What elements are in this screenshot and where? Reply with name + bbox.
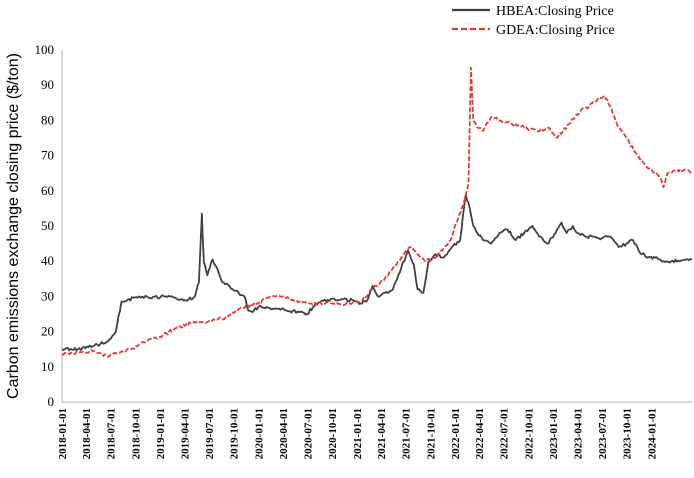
x-tick-label: 2019-07-01 [204,408,216,459]
legend-label-hbea: HBEA:Closing Price [496,4,614,19]
series-layer [61,66,693,358]
y-tick-labels: 0 10 20 30 40 50 60 70 80 90 100 [35,42,55,409]
y-tick-label: 20 [41,324,54,339]
series-line-gdea [61,66,693,358]
y-tick-label: 80 [41,112,54,127]
y-tick-label: 70 [41,148,54,163]
x-tick-label: 2024-01-01 [646,408,658,459]
x-tick-label: 2018-10-01 [130,408,142,459]
x-tick-label: 2018-01-01 [57,408,69,459]
series-line-hbea [61,193,693,352]
x-tick-label: 2019-04-01 [179,408,191,459]
axes [61,50,692,403]
x-tick-label: 2022-10-01 [523,408,535,459]
y-tick-label: 60 [41,183,54,198]
x-tick-label: 2020-07-01 [302,408,314,459]
y-axis-label: Carbon emissions exchange closing price … [5,53,22,399]
x-tick-label: 2023-04-01 [572,408,584,459]
y-tick-label: 10 [41,359,54,374]
y-tick-label: 40 [41,253,54,268]
x-tick-label: 2022-01-01 [450,408,462,459]
y-tick-label: 30 [41,288,54,303]
x-tick-label: 2023-10-01 [622,408,634,459]
x-tick-label: 2021-10-01 [425,408,437,459]
x-tick-label: 2023-07-01 [597,408,609,459]
legend: HBEA:Closing Price GDEA:Closing Price [452,4,615,38]
x-tick-label: 2021-07-01 [401,408,413,459]
y-tick-label: 90 [41,77,54,92]
y-tick-label: 100 [35,42,55,57]
x-tick-label: 2019-10-01 [229,408,241,459]
x-tick-label: 2020-10-01 [327,408,339,459]
x-tick-labels: 2018-01-01 2018-04-01 2018-07-01 2018-10-01… [57,408,658,459]
x-tick-label: 2022-04-01 [474,408,486,459]
x-tick-label: 2018-04-01 [81,408,93,459]
x-tick-label: 2020-01-01 [253,408,265,459]
legend-label-gdea: GDEA:Closing Price [496,23,615,38]
x-tick-label: 2018-07-01 [106,408,118,459]
y-tick-label: 0 [48,394,55,409]
x-tick-label: 2022-07-01 [499,408,511,459]
x-tick-label: 2019-01-01 [155,408,167,459]
x-tick-label: 2021-04-01 [376,408,388,459]
x-tick-label: 2021-01-01 [352,408,364,459]
y-tick-label: 50 [41,218,54,233]
x-tick-label: 2023-01-01 [548,408,560,459]
x-tick-label: 2020-04-01 [278,408,290,459]
